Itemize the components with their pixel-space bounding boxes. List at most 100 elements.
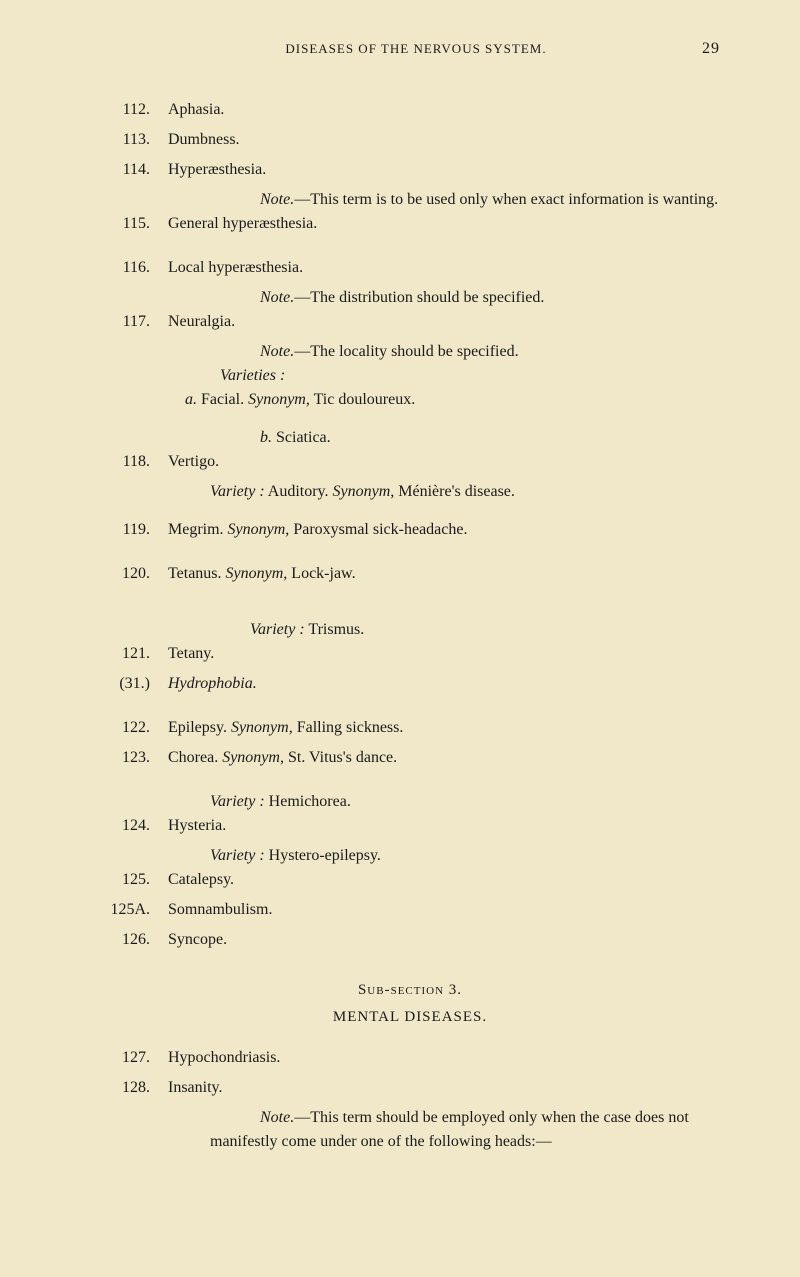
entry-116-note: Note.—The distribution should be specifi… [260,286,720,310]
entry-118: 118. Vertigo. [100,450,720,474]
entry-126: 126. Syncope. [100,928,720,952]
synonym-label: Synonym, [231,719,293,736]
entry-124-variety: Variety : Hystero-epilepsy. [210,844,720,868]
variety-label: Variety : [210,483,265,500]
entry-number: 119. [100,518,168,542]
entry-118-variety: Variety : Auditory. Synonym, Ménière's d… [210,480,720,504]
entry-119: 119. Megrim. Synonym, Paroxysmal sick-he… [100,518,720,542]
subsection-title: Sub-section 3. [100,982,720,999]
entry-number: 120. [100,562,168,586]
entry-text: Local hyperæsthesia. [168,256,720,280]
entry-117-note: Note.—The locality should be specified. [260,340,720,364]
subsection-subtitle: MENTAL DISEASES. [100,1009,720,1026]
entry-text: Epilepsy. Synonym, Falling sickness. [168,716,720,740]
entry-number: 112. [100,98,168,122]
entry-128-note: Note.—This term should be employed only … [210,1106,720,1154]
text: Tetanus. [168,565,226,582]
variety-text: Auditory. [265,483,333,500]
entry-text: Tetany. [168,642,720,666]
variety-label: Variety : [210,847,265,864]
text: Paroxysmal sick-headache. [289,521,467,538]
entry-number: (31.) [100,672,168,696]
entry-text: Syncope. [168,928,720,952]
entry-117-a: a. Facial. Synonym, Tic douloureux. [185,388,720,412]
text: Megrim. [168,521,228,538]
entry-text: Hysteria. [168,814,720,838]
entry-text: Hyperæsthesia. [168,158,720,182]
variety-letter: a. [185,391,197,408]
variety-letter: b. [260,429,272,446]
text: Epilepsy. [168,719,231,736]
text: St. Vitus's dance. [284,749,397,766]
entry-number: 127. [100,1046,168,1070]
entry-text: Hypochondriasis. [168,1046,720,1070]
variety-text: Tic douloureux. [310,391,415,408]
entry-text: Neuralgia. [168,310,720,334]
entry-121: 121. Tetany. [100,642,720,666]
note-label: Note. [260,1109,294,1126]
text: Lock-jaw. [287,565,355,582]
entry-number: 113. [100,128,168,152]
entry-number: 117. [100,310,168,334]
entry-122: 122. Epilepsy. Synonym, Falling sickness… [100,716,720,740]
entry-number: 125. [100,868,168,892]
note-label: Note. [260,289,294,306]
note-label: Note. [260,191,294,208]
entry-113: 113. Dumbness. [100,128,720,152]
entry-text: Somnambulism. [168,898,720,922]
note-text: —The distribution should be specified. [294,289,544,306]
entry-120: 120. Tetanus. Synonym, Lock-jaw. [100,562,720,586]
entry-text: Dumbness. [168,128,720,152]
entry-text: Chorea. Synonym, St. Vitus's dance. [168,746,720,770]
entry-number: 122. [100,716,168,740]
entry-120-variety: Variety : Trismus. [250,618,720,642]
variety-text: Facial. [197,391,248,408]
text: Chorea. [168,749,222,766]
entry-text: Insanity. [168,1076,720,1100]
entry-number: 124. [100,814,168,838]
synonym-label: Synonym, [333,483,395,500]
variety-text: Sciatica. [272,429,331,446]
entry-number: 114. [100,158,168,182]
entry-text: Catalepsy. [168,868,720,892]
synonym-label: Synonym, [222,749,284,766]
entry-number: 126. [100,928,168,952]
note-text: —The locality should be specified. [294,343,518,360]
entry-text: General hyperæsthesia. [168,212,720,236]
variety-label: Variety : [250,621,305,638]
varieties-label: Varieties : [220,367,285,384]
synonym-label: Synonym, [228,521,290,538]
synonym-label: Synonym, [248,391,310,408]
entry-128: 128. Insanity. [100,1076,720,1100]
variety-text: Hemichorea. [265,793,351,810]
entry-112: 112. Aphasia. [100,98,720,122]
text: Falling sickness. [293,719,404,736]
entry-number: 121. [100,642,168,666]
entry-text: Tetanus. Synonym, Lock-jaw. [168,562,720,586]
page-header: DISEASES OF THE NERVOUS SYSTEM. 29 [100,40,720,58]
variety-text: Ménière's disease. [394,483,515,500]
entry-text: Aphasia. [168,98,720,122]
entry-123-variety: Variety : Hemichorea. [210,790,720,814]
entry-text: Hydrophobia. [168,672,720,696]
entry-114-note: Note.—This term is to be used only when … [260,188,720,212]
entry-number: 116. [100,256,168,280]
variety-label: Variety : [210,793,265,810]
entry-125: 125. Catalepsy. [100,868,720,892]
entry-114: 114. Hyperæsthesia. [100,158,720,182]
entry-115: 115. General hyperæsthesia. [100,212,720,236]
document-page: DISEASES OF THE NERVOUS SYSTEM. 29 112. … [0,0,800,1194]
header-title: DISEASES OF THE NERVOUS SYSTEM. [130,41,702,57]
entry-number: 115. [100,212,168,236]
entry-number: 125A. [100,898,168,922]
entry-text: Vertigo. [168,450,720,474]
note-text: —This term is to be used only when exact… [294,191,718,208]
entry-127: 127. Hypochondriasis. [100,1046,720,1070]
entry-text: Megrim. Synonym, Paroxysmal sick-headach… [168,518,720,542]
entry-number: 128. [100,1076,168,1100]
variety-text: Hystero-epilepsy. [265,847,381,864]
entry-number: 123. [100,746,168,770]
note-label: Note. [260,343,294,360]
page-number: 29 [702,40,720,58]
entry-117-b: b. Sciatica. [260,426,720,450]
